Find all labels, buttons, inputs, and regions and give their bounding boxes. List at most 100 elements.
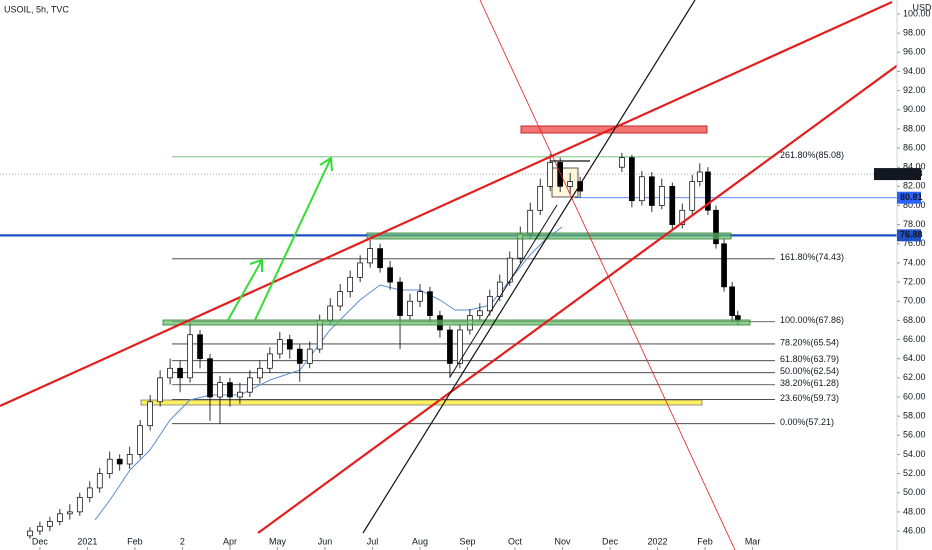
trend-line: [479, 0, 736, 550]
symbol-tag: [874, 168, 897, 181]
candle-body: [696, 171, 703, 182]
candle-body: [217, 382, 223, 398]
fib-label: 61.80%(63.79): [780, 354, 839, 364]
moving-average: [94, 226, 563, 521]
candle-body: [557, 162, 563, 187]
y-tick-label: 100.00: [903, 8, 931, 18]
x-tick-label: Feb: [127, 536, 143, 546]
candle-body: [96, 473, 103, 489]
fib-label: 161.80%(74.43): [780, 252, 844, 262]
y-tick-label: 60.00: [903, 391, 926, 401]
resistance-zone: [366, 232, 732, 240]
candle-body: [417, 291, 423, 302]
candle-body: [267, 353, 273, 369]
last-price-label: 83.28: [900, 168, 923, 178]
fib-label: 50.00%(62.54): [780, 366, 839, 376]
currency-label: USD: [912, 2, 932, 12]
fib-label: 261.80%(85.08): [780, 150, 844, 160]
candle-body: [286, 339, 293, 350]
candle-body: [357, 262, 363, 278]
trend-line: [257, 39, 932, 534]
x-tick-label: Apr: [223, 536, 237, 546]
candles: [27, 152, 741, 539]
x-tick-label: Feb: [697, 536, 713, 546]
y-tick-label: 98.00: [903, 28, 926, 38]
projection-arrow: [227, 258, 263, 321]
candle-body: [237, 391, 243, 398]
y-tick-label: 78.00: [903, 219, 926, 229]
candle-body: [57, 513, 63, 522]
trend-line: [362, 0, 696, 534]
y-tick-label: 94.00: [903, 66, 926, 76]
x-tick-label: 2021: [77, 536, 97, 546]
candle-body: [76, 497, 83, 513]
candle-body: [427, 291, 433, 316]
candle-body: [397, 281, 403, 316]
y-tick-label: 88.00: [903, 123, 926, 133]
x-tick-label: 2: [180, 536, 185, 546]
candle-body: [447, 329, 453, 364]
y-tick-label: 54.00: [903, 449, 926, 459]
candle-body: [47, 521, 53, 527]
candle-body: [506, 257, 513, 283]
candle-body: [669, 185, 676, 225]
candle-body: [137, 425, 144, 455]
candle-body: [648, 176, 655, 206]
candle-body: [729, 286, 735, 316]
y-tick-label: 92.00: [903, 85, 926, 95]
y-tick-label: 66.00: [903, 334, 926, 344]
x-tick-label: Jul: [367, 536, 379, 546]
x-tick-label: May: [269, 536, 287, 546]
y-tick-label: 46.00: [903, 525, 926, 535]
y-tick-label: 74.00: [903, 257, 926, 267]
fib-label: 23.60%(59.73): [780, 393, 839, 403]
candle-body: [527, 209, 534, 235]
y-tick-label: 64.00: [903, 353, 926, 363]
candle-body: [477, 310, 483, 316]
y-tick-label: 56.00: [903, 430, 926, 440]
candle-body: [66, 511, 73, 515]
candle-body: [619, 157, 625, 168]
candle-body: [629, 157, 635, 202]
x-tick-label: Dec: [602, 536, 619, 546]
x-tick-label: Aug: [412, 536, 428, 546]
x-tick-label: Nov: [555, 536, 572, 546]
y-tick-label: 68.00: [903, 315, 926, 325]
candle-body: [116, 458, 123, 465]
candle-body: [347, 276, 354, 293]
candle-body: [306, 348, 313, 364]
candle-body: [537, 185, 544, 211]
candle-body: [147, 401, 153, 427]
candle-body: [177, 367, 183, 379]
y-tick-label: 84.00: [903, 162, 926, 172]
chart-title: USOIL, 5h, TVC: [4, 4, 69, 14]
trend-line: [0, 0, 893, 408]
y-tick-label: 96.00: [903, 47, 926, 57]
x-tick-label: Jun: [318, 536, 333, 546]
axis-background: [897, 0, 932, 550]
candle-body: [407, 300, 413, 316]
candle-body: [126, 454, 133, 465]
candle-body: [721, 243, 727, 288]
fib-label: 78.20%(65.54): [780, 337, 839, 347]
y-tick-label: 72.00: [903, 276, 926, 286]
candle-body: [167, 367, 173, 379]
candle-body: [658, 185, 665, 206]
candle-body: [247, 377, 253, 393]
candle-body: [37, 525, 43, 532]
candle-body: [86, 487, 93, 498]
candle-body: [337, 291, 344, 307]
candle-body: [327, 305, 334, 321]
y-tick-label: 70.00: [903, 296, 926, 306]
candle-body: [387, 267, 393, 283]
candle-body: [367, 248, 373, 264]
candle-body: [567, 181, 573, 187]
candle-body: [106, 458, 113, 474]
candle-body: [486, 296, 493, 312]
candle-body: [276, 339, 283, 355]
price-tag-label: 80.81: [900, 192, 923, 202]
